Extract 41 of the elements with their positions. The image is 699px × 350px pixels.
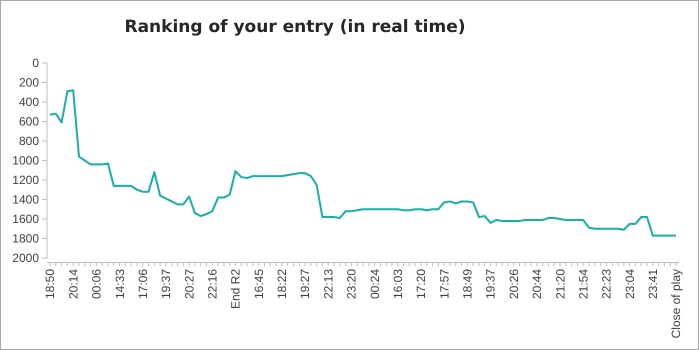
y-tick-label: 1400: [12, 192, 40, 206]
x-tick-label: 22:16: [205, 268, 220, 300]
x-tick-label: 21:54: [576, 268, 590, 300]
x-tick-label: 19:37: [484, 268, 498, 300]
y-tick-label: 800: [18, 134, 40, 148]
x-tick-label: Close of play: [669, 269, 684, 338]
y-tick-label: 2000: [12, 250, 40, 265]
x-tick-label: 20:14: [66, 268, 80, 300]
x-tick-label: 20:27: [182, 268, 196, 300]
x-tick-label: 18:50: [43, 268, 58, 300]
x-tick-label: 17:06: [136, 268, 150, 300]
x-tick-label: 18:22: [275, 268, 290, 300]
y-tick-label: 400: [18, 94, 40, 109]
x-tick-label: 19:27: [298, 268, 312, 300]
x-tick-label: 22:13: [321, 268, 336, 300]
y-tick-label: 1800: [12, 231, 40, 246]
x-tick-label: 20:44: [530, 268, 544, 300]
line-series: [49, 89, 677, 237]
y-tick-label: 1600: [12, 212, 40, 226]
x-tick-label: 14:33: [112, 268, 127, 300]
y-tick-label: 1000: [12, 153, 40, 168]
chart-title: Ranking of your entry (in real time): [124, 17, 466, 37]
x-tick-label: 17:57: [437, 268, 452, 300]
x-tick-label: 23:41: [646, 268, 660, 300]
x-tick-label: 18:49: [460, 268, 475, 300]
x-tick-label: 23:04: [622, 268, 637, 300]
x-tick-label: 23:20: [344, 268, 359, 300]
x-tick-label: 16:45: [252, 268, 266, 300]
y-tick-label: 200: [18, 75, 40, 90]
x-tick-label: 21:20: [553, 268, 568, 300]
x-tick-label: 19:37: [159, 268, 174, 300]
x-tick-label: 00:06: [90, 268, 104, 300]
x-tick-label: 20:26: [506, 268, 521, 300]
y-tick-label: 0: [32, 56, 40, 70]
y-tick-label: 600: [18, 114, 40, 128]
x-tick-label: 17:20: [414, 268, 428, 300]
y-tick-label: 1200: [12, 172, 40, 187]
x-tick-label: 22:23: [600, 268, 614, 300]
x-tick-label: 16:03: [390, 268, 405, 300]
x-tick-label: End R2: [228, 268, 243, 310]
x-tick-label: 00:24: [368, 268, 382, 300]
